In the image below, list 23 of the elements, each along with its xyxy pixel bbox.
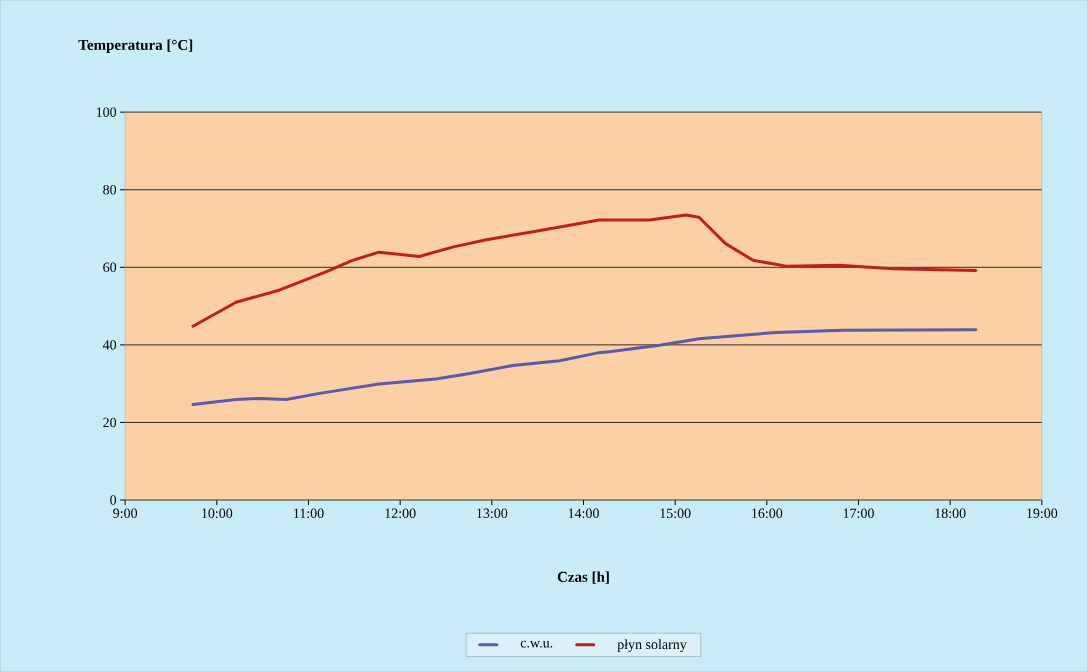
x-tick-label: 15:00 bbox=[660, 508, 691, 518]
x-tick-label: 10:00 bbox=[202, 508, 233, 518]
y-tick-label: 0 bbox=[110, 495, 117, 505]
x-tick-label: 16:00 bbox=[752, 508, 783, 518]
x-tick-label: 14:00 bbox=[568, 508, 599, 518]
x-tick-label: 12:00 bbox=[385, 508, 416, 518]
y-tick-label: 60 bbox=[103, 262, 117, 272]
y-tick-label: 40 bbox=[102, 340, 117, 350]
legend-label: c.w.u. bbox=[520, 640, 553, 648]
x-tick-label: 18:00 bbox=[935, 508, 966, 518]
legend-label: płyn solarny bbox=[617, 639, 687, 652]
y-tick-label: 100 bbox=[96, 107, 117, 117]
x-tick-label: 17:00 bbox=[843, 508, 874, 518]
y-tick-label: 20 bbox=[103, 417, 117, 428]
line-series bbox=[191, 213, 978, 328]
y-tick-label: 80 bbox=[103, 184, 117, 195]
x-tick-label: 11:00 bbox=[294, 508, 324, 518]
x-tick-label: 13:00 bbox=[477, 508, 508, 518]
y-axis-title: Temperatura [°C] bbox=[78, 39, 193, 53]
x-tick-label: 9:00 bbox=[113, 508, 138, 518]
x-tick-label: 19:00 bbox=[1027, 508, 1058, 518]
x-axis-title: Czas [h] bbox=[557, 571, 609, 584]
line-series bbox=[191, 328, 978, 407]
